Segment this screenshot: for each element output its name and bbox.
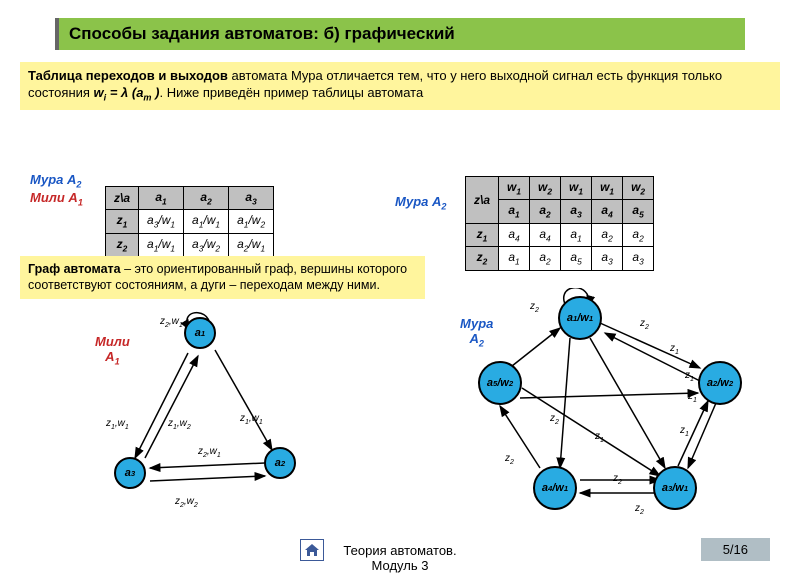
intro-text: Таблица переходов и выходов автомата Мур… <box>20 62 780 110</box>
graph-node: a1/w1 <box>558 296 602 340</box>
edge-label: z2 <box>640 318 649 331</box>
graph-mura-edges <box>460 288 780 528</box>
label-mili-a1-top: Мили A1 <box>30 190 83 208</box>
table-mura: z\aw1w2w1w1w2a1a2a3a4a5z1a4a4a1a2a2z2a1a… <box>465 176 654 271</box>
edge-label: z2,w1 <box>160 316 183 329</box>
graph-node: a1 <box>184 317 216 349</box>
edge-label: z1 <box>680 425 689 438</box>
graph-node: a3/w1 <box>653 466 697 510</box>
graph-node: a5/w2 <box>478 361 522 405</box>
edge-label: z1 <box>595 431 604 444</box>
slide-title: Способы задания автоматов: б) графически… <box>55 18 745 50</box>
edge-label: z1 <box>688 391 697 404</box>
footer-page-number: 5/16 <box>701 538 770 561</box>
edge-label: z2 <box>550 413 559 426</box>
graph-node: a4/w1 <box>533 466 577 510</box>
edge-label: z2 <box>530 301 539 314</box>
footer-module-title: Теория автоматов.Модуль 3 <box>0 543 800 573</box>
label-mura-a2-top: Мура A2 <box>30 172 81 190</box>
edge-label: z2 <box>635 503 644 516</box>
edge-label: z2 <box>613 473 622 486</box>
graph-definition: Граф автомата – это ориентированный граф… <box>20 256 425 299</box>
edge-label: z1 <box>685 370 694 383</box>
edge-label: z2,w2 <box>175 496 198 509</box>
graph-node: a2 <box>264 447 296 479</box>
edge-label: z1,w1 <box>106 418 129 431</box>
edge-label: z1,w2 <box>168 418 191 431</box>
label-mura-a2-right: Мура A2 <box>395 194 446 212</box>
edge-label: z2,w1 <box>198 446 221 459</box>
edge-label: z1 <box>670 343 679 356</box>
edge-label: z1,w1 <box>240 413 263 426</box>
graph-node: a2/w2 <box>698 361 742 405</box>
table-mili: z\aa1a2a3z1a3/w1a1/w1a1/w2z2a1/w1a3/w2a2… <box>105 186 274 257</box>
edge-label: z2 <box>505 453 514 466</box>
graph-node: a3 <box>114 457 146 489</box>
